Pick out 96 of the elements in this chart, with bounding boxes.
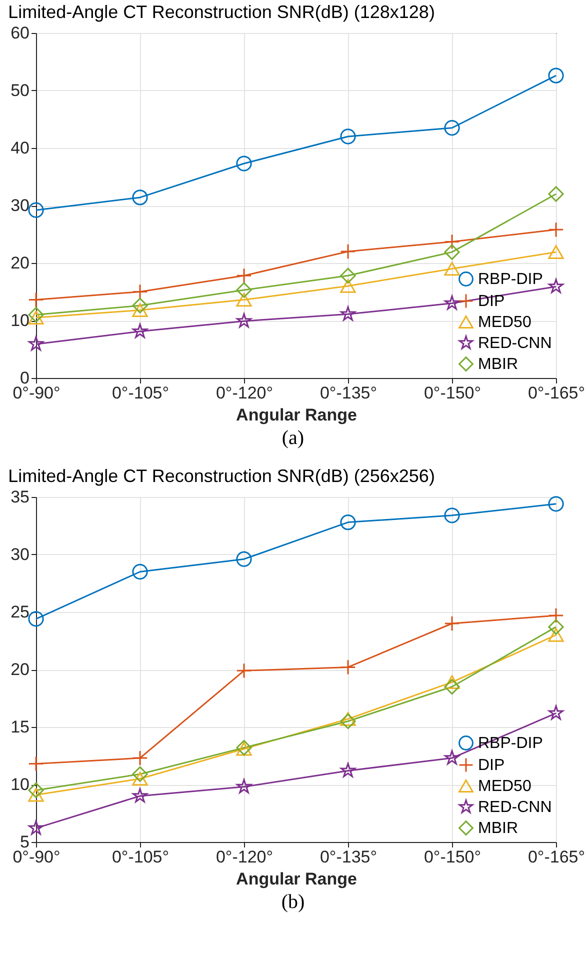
y-tick-label: 30 <box>10 196 30 215</box>
point <box>444 295 460 310</box>
point <box>132 564 148 580</box>
point <box>132 788 148 802</box>
point <box>132 298 148 314</box>
point <box>444 616 460 632</box>
point <box>132 750 148 766</box>
point <box>340 279 356 293</box>
y-tick-label: 25 <box>10 602 30 622</box>
point <box>340 713 356 730</box>
x-tick-label: 0°-165° <box>528 384 586 402</box>
point <box>28 782 44 798</box>
y-tick-label: 15 <box>10 718 30 736</box>
point <box>444 120 460 136</box>
point <box>340 514 356 530</box>
legend-label: DIP <box>478 293 505 310</box>
y-tick-label: 60 <box>10 24 30 42</box>
point <box>28 820 44 835</box>
y-tick-label: 40 <box>10 138 30 158</box>
x-tick-label: 0°-120° <box>216 384 274 402</box>
point <box>444 244 460 260</box>
x-tick-label: 0°-105° <box>112 848 170 866</box>
point <box>28 756 44 772</box>
point <box>132 303 148 318</box>
point <box>236 282 252 298</box>
point <box>132 766 148 782</box>
point <box>340 659 356 676</box>
point <box>132 284 148 300</box>
legend-label: MED50 <box>478 778 532 795</box>
chart-title: Limited-Angle CT Reconstruction SNR(dB) (128x128) <box>8 2 435 22</box>
point <box>548 496 564 512</box>
point <box>28 202 44 218</box>
legend-label: MED50 <box>478 314 532 331</box>
point <box>28 611 44 627</box>
point <box>340 128 356 144</box>
point <box>548 619 564 635</box>
point <box>444 750 460 765</box>
point <box>28 788 44 802</box>
point <box>236 662 252 678</box>
point <box>340 306 356 321</box>
y-tick-label: 20 <box>10 660 30 679</box>
legend-label: RBP-DIP <box>478 735 543 752</box>
point <box>340 244 356 260</box>
x-tick-label: 0°-150° <box>424 384 482 402</box>
y-tick-label: 20 <box>10 254 30 272</box>
point <box>340 268 356 284</box>
point <box>444 508 460 524</box>
point <box>132 772 148 786</box>
point <box>236 778 252 794</box>
point <box>236 551 252 567</box>
x-tick-label: 0°-150° <box>424 848 482 866</box>
point <box>548 608 564 624</box>
point <box>28 310 44 324</box>
point <box>236 313 252 328</box>
point <box>548 222 564 238</box>
y-tick-label: 10 <box>10 311 30 330</box>
point <box>548 628 564 642</box>
x-axis-title: Angular Range <box>236 870 357 888</box>
point <box>28 292 44 308</box>
point <box>548 245 564 259</box>
point <box>28 306 44 323</box>
x-tick-label: 0°-135° <box>320 848 378 866</box>
x-tick-label: 0°-165° <box>528 848 586 866</box>
text: (a) <box>280 427 306 450</box>
point <box>340 712 356 726</box>
point <box>132 190 148 206</box>
legend-label: MBIR <box>478 356 518 373</box>
y-tick-label: 10 <box>10 775 30 794</box>
x-axis-title: Angular Range <box>236 406 357 424</box>
point <box>444 675 460 690</box>
text: (b) <box>280 891 306 914</box>
legend-label: RED-CNN <box>478 799 552 816</box>
point <box>444 678 460 695</box>
x-tick-label: 0°-120° <box>216 848 274 866</box>
point <box>444 262 460 276</box>
legend-label: DIP <box>478 757 505 774</box>
point <box>28 336 44 351</box>
chart-title: Limited-Angle CT Reconstruction SNR(dB) (256x256) <box>8 466 435 486</box>
point <box>548 186 564 202</box>
point <box>236 292 252 307</box>
y-tick-label: 30 <box>10 545 30 564</box>
y-tick-label: 35 <box>10 488 30 506</box>
point <box>132 324 148 338</box>
legend-label: RED-CNN <box>478 335 552 352</box>
point <box>236 156 252 172</box>
legend-label: RBP-DIP <box>478 271 543 288</box>
legend-label: MBIR <box>478 820 518 837</box>
point <box>548 705 564 720</box>
point <box>236 268 252 284</box>
y-tick-label: 50 <box>10 81 30 100</box>
point <box>340 762 356 778</box>
point <box>548 278 564 294</box>
x-tick-label: 0°-105° <box>112 384 170 402</box>
point <box>444 234 460 250</box>
x-tick-label: 0°-135° <box>320 384 378 402</box>
point <box>548 68 564 84</box>
